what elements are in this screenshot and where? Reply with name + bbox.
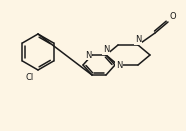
Text: N: N [116,61,122,70]
Text: N: N [103,45,109,54]
Text: O: O [170,12,177,21]
Text: Cl: Cl [26,73,34,82]
Text: N: N [85,50,91,59]
Text: N: N [135,35,141,44]
